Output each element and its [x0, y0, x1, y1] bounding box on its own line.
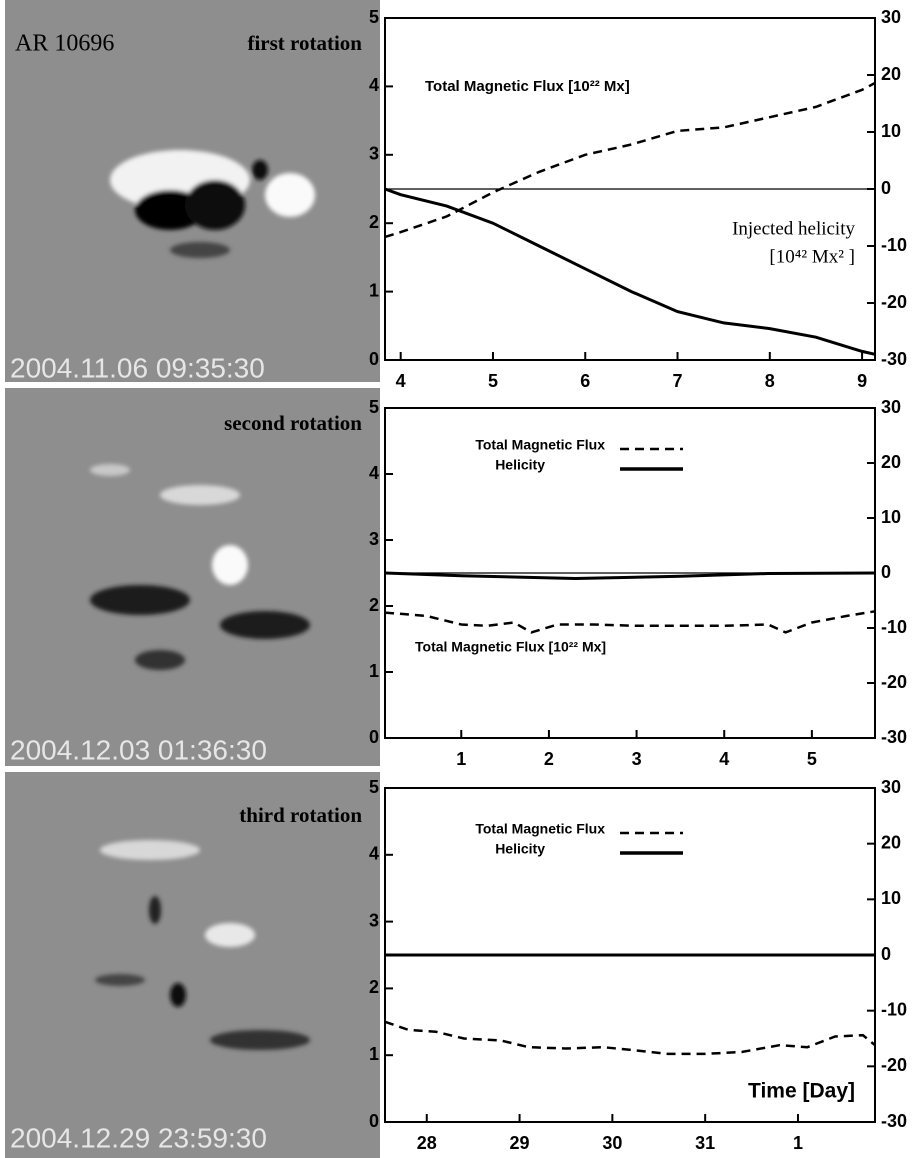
series-line — [384, 187, 876, 356]
x-tick-label: 7 — [673, 371, 683, 391]
legend-label: Helicity — [495, 457, 545, 473]
y2-tick-label: -20 — [881, 1055, 907, 1075]
y2-tick-label: -10 — [881, 617, 907, 637]
annotation: Total Magnetic Flux [10²² Mx] — [425, 78, 630, 95]
y-tick-label: 4 — [369, 75, 379, 95]
image-label: second rotation — [224, 411, 362, 435]
x-tick-label: 2 — [544, 749, 554, 769]
image-label: first rotation — [247, 31, 362, 55]
legend-label: Total Magnetic Flux — [475, 437, 605, 453]
y2-tick-label: -30 — [881, 1111, 907, 1131]
y-tick-label: 1 — [369, 280, 379, 300]
y-tick-label: 4 — [369, 463, 379, 483]
x-tick-label: 5 — [807, 749, 817, 769]
y-tick-label: 0 — [369, 1111, 379, 1131]
y2-tick-label: -20 — [881, 672, 907, 692]
y-tick-label: 3 — [369, 144, 379, 164]
series-line — [384, 610, 876, 634]
image-title: AR 10696 — [15, 31, 114, 57]
y2-tick-label: -30 — [881, 349, 907, 369]
magnetogram — [5, 388, 380, 766]
y-tick-label: 1 — [369, 661, 379, 681]
y-tick-label: 3 — [369, 910, 379, 930]
y-tick-label: 2 — [369, 977, 379, 997]
x-tick-label: 30 — [602, 1133, 622, 1153]
x-tick-label: 4 — [719, 749, 729, 769]
y-tick-label: 2 — [369, 595, 379, 615]
y-tick-label: 0 — [369, 349, 379, 369]
legend-label: Helicity — [495, 841, 545, 857]
timestamp: 2004.12.03 01:36:30 — [10, 734, 267, 765]
y2-tick-label: 10 — [881, 888, 901, 908]
x-tick-label: 8 — [765, 371, 775, 391]
timestamp: 2004.11.06 09:35:30 — [10, 352, 265, 383]
y2-tick-label: -30 — [881, 727, 907, 747]
y-tick-label: 2 — [369, 212, 379, 232]
x-tick-label: 31 — [695, 1133, 715, 1153]
y2-tick-label: 0 — [881, 562, 891, 582]
x-tick-label: 9 — [857, 371, 867, 391]
y2-tick-label: 10 — [881, 121, 901, 141]
y2-tick-label: 30 — [881, 777, 901, 797]
series-line — [384, 1020, 876, 1056]
y2-tick-label: -20 — [881, 292, 907, 312]
x-tick-label: 29 — [510, 1133, 530, 1153]
y2-tick-label: 30 — [881, 7, 901, 27]
y2-tick-label: 0 — [881, 944, 891, 964]
y2-tick-label: -10 — [881, 999, 907, 1019]
annotation: Total Magnetic Flux [10²² Mx] — [415, 639, 606, 655]
series-line — [384, 81, 876, 239]
y2-tick-label: 10 — [881, 507, 901, 527]
series-line — [384, 571, 876, 581]
legend-label: Total Magnetic Flux — [475, 821, 605, 837]
y-tick-label: 0 — [369, 727, 379, 747]
annotation: Time [Day] — [748, 1080, 855, 1103]
y-tick-label: 5 — [369, 397, 379, 417]
x-tick-label: 4 — [396, 371, 406, 391]
image-label: third rotation — [239, 803, 362, 827]
annotation: Injected helicity — [732, 218, 855, 239]
x-tick-label: 1 — [793, 1133, 803, 1153]
y-tick-label: 5 — [369, 7, 379, 27]
y2-tick-label: 0 — [881, 178, 891, 198]
x-tick-label: 5 — [488, 371, 498, 391]
y-tick-label: 3 — [369, 529, 379, 549]
x-tick-label: 1 — [456, 749, 466, 769]
annotation: [10⁴² Mx² ] — [769, 246, 855, 267]
magnetogram — [5, 0, 380, 382]
y2-tick-label: 20 — [881, 64, 901, 84]
y-tick-label: 4 — [369, 844, 379, 864]
y-tick-label: 5 — [369, 777, 379, 797]
y2-tick-label: 20 — [881, 452, 901, 472]
magnetogram — [5, 772, 380, 1158]
x-tick-label: 6 — [580, 371, 590, 391]
x-tick-label: 3 — [632, 749, 642, 769]
timestamp: 2004.12.29 23:59:30 — [10, 1122, 267, 1153]
y-tick-label: 1 — [369, 1044, 379, 1064]
y2-tick-label: 20 — [881, 832, 901, 852]
y2-tick-label: -10 — [881, 235, 907, 255]
x-tick-label: 28 — [417, 1133, 437, 1153]
y2-tick-label: 30 — [881, 397, 901, 417]
